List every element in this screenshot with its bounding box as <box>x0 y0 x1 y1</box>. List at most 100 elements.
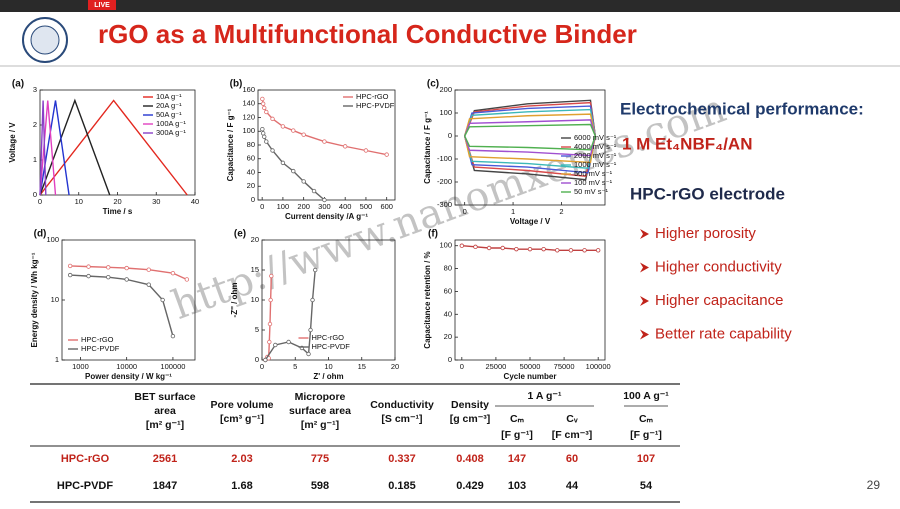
panel-label: (b) <box>230 79 243 90</box>
data-point <box>160 297 165 303</box>
table-group-header: 1 A g⁻¹ <box>528 390 562 402</box>
table-cell: 107 <box>637 453 655 465</box>
y-tick-label: 20 <box>251 235 259 244</box>
legend-label: HPC-rGO <box>81 335 114 344</box>
x-axis-label: Current density /A g⁻¹ <box>285 212 368 221</box>
x-tick-label: 100000 <box>160 362 185 371</box>
x-tick-label: 2 <box>559 207 563 216</box>
data-point <box>301 179 306 184</box>
legend-label: HPC-rGO <box>312 333 345 342</box>
data-point <box>308 327 313 333</box>
panel-label: (a) <box>12 79 24 90</box>
data-point <box>273 342 278 348</box>
data-point <box>363 148 369 153</box>
data-point <box>262 105 267 111</box>
side-electrode: HPC-rGO electrode <box>630 184 785 203</box>
x-tick-label: 500 <box>360 202 373 211</box>
x-tick-label: 0 <box>38 197 42 206</box>
side-electrolyte: 1 M Et₄NBF₄/AN <box>622 134 752 153</box>
table-cell: 2.03 <box>231 453 252 465</box>
bullet-arrow <box>640 329 649 340</box>
data-point <box>270 148 275 153</box>
data-point <box>67 263 73 269</box>
table-cell: 1.68 <box>231 480 252 492</box>
table-header-unit: [m² g⁻¹] <box>146 419 184 431</box>
data-point <box>86 273 91 279</box>
x-tick-label: 400 <box>339 202 352 211</box>
table-cell: 60 <box>566 453 578 465</box>
y-tick-label: 0 <box>251 195 255 204</box>
data-point <box>527 246 533 252</box>
table-header: surface area <box>289 405 351 417</box>
data-point <box>286 339 291 345</box>
x-tick-label: 75000 <box>554 362 575 371</box>
y-tick-label: 15 <box>251 265 259 274</box>
y-tick-label: 1 <box>33 155 37 164</box>
data-point <box>280 124 286 129</box>
data-point <box>582 248 587 253</box>
x-tick-label: 40 <box>191 197 199 206</box>
data-point <box>291 168 296 174</box>
y-axis-label: Capacitance retention / % <box>423 251 432 348</box>
y-tick-label: 40 <box>247 167 255 176</box>
x-tick-label: 10 <box>75 197 83 206</box>
table-cell: 44 <box>566 480 579 492</box>
panel-label: (f) <box>428 229 438 240</box>
y-tick-label: 100 <box>439 108 452 117</box>
y-tick-label: 10 <box>251 295 259 304</box>
series-line <box>39 100 57 196</box>
table-header-unit: [g cm⁻³] <box>450 413 491 425</box>
x-tick-label: 10 <box>324 362 332 371</box>
data-point <box>86 264 91 269</box>
data-point <box>260 101 266 106</box>
y-tick-label: 0 <box>448 131 452 140</box>
x-tick-label: 100000 <box>586 362 611 371</box>
data-point <box>268 297 273 303</box>
data-point <box>486 245 492 251</box>
y-tick-label: -200 <box>437 177 452 186</box>
y-tick-label: 80 <box>444 264 452 273</box>
y-tick-label: 200 <box>439 85 452 94</box>
y-tick-label: 100 <box>242 126 255 135</box>
x-axis-label: Cycle number <box>504 372 557 381</box>
data-point <box>555 248 560 253</box>
legend-label: 50A g⁻¹ <box>156 110 182 119</box>
series-line <box>39 100 47 196</box>
y-tick-label: 0 <box>255 355 259 364</box>
table-cell: 0.408 <box>456 453 484 465</box>
legend-label: 50 mV s⁻¹ <box>574 187 608 196</box>
data-point <box>124 277 129 282</box>
x-tick-label: 0 <box>460 362 464 371</box>
live-text: LIVE <box>94 2 110 9</box>
data-point <box>146 282 151 287</box>
legend-label: 6000 mV s⁻¹ <box>574 133 617 142</box>
y-tick-label: -300 <box>437 200 452 209</box>
table-header: Cₘ <box>639 413 654 425</box>
table-header-unit: [F g⁻¹] <box>501 429 533 441</box>
bullet-arrow <box>640 296 649 306</box>
data-point <box>263 357 268 363</box>
panel-label: (e) <box>234 229 246 240</box>
data-point <box>280 160 286 166</box>
data-point <box>124 265 129 271</box>
table-cell: 103 <box>508 480 526 492</box>
data-point <box>264 109 269 115</box>
data-point <box>313 267 318 273</box>
data-point <box>310 297 315 303</box>
legend-label: 20A g⁻¹ <box>156 101 182 110</box>
live-badge <box>88 0 116 10</box>
y-tick-label: 10 <box>51 295 59 304</box>
legend-label: HPC-PVDF <box>81 344 120 353</box>
y-tick-label: 60 <box>444 286 452 295</box>
series-line <box>464 123 597 151</box>
bullet-text: Better rate capability <box>655 325 792 342</box>
table-header-unit: [F g⁻¹] <box>630 429 662 441</box>
y-axis-label: Capacitance / F g⁻¹ <box>423 111 432 184</box>
data-point <box>260 96 265 102</box>
legend-label: HPC-PVDF <box>356 101 395 110</box>
data-point <box>384 152 389 157</box>
table-cell: HPC-rGO <box>61 453 110 465</box>
x-tick-label: 200 <box>297 202 310 211</box>
y-tick-label: 20 <box>247 181 255 190</box>
